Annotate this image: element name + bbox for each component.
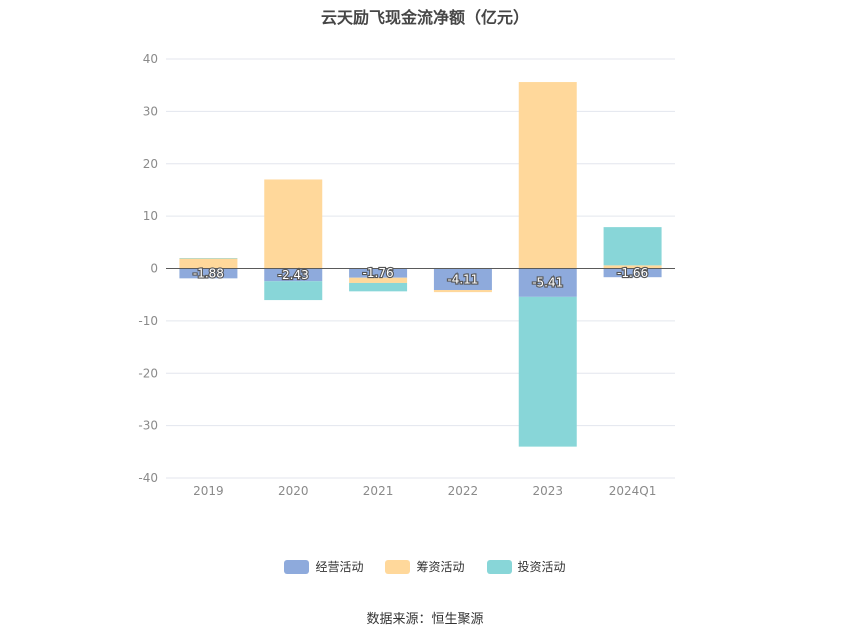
data-label: -2.43 (278, 268, 309, 282)
y-tick-label: -30 (138, 419, 158, 433)
legend-item-investing[interactable]: 投资活动 (486, 558, 566, 575)
x-tick-label: 2021 (363, 484, 394, 498)
axis-layer: 40 30 20 10 0 -10 -20 -30 -40 2019 2020 2021 2022 202… (138, 52, 675, 498)
x-tick-label: 2020 (278, 484, 309, 498)
bar-investing (518, 296, 577, 447)
grid-layer (166, 58, 675, 479)
y-tick-label: 0 (150, 262, 158, 276)
data-label: -5.41 (532, 276, 563, 290)
bar-investing (349, 282, 408, 292)
bar-layer (179, 82, 662, 447)
y-tick-label: 10 (143, 209, 158, 223)
bar-financing (433, 290, 492, 293)
bar-operating (518, 268, 577, 297)
bar-investing (264, 281, 323, 301)
legend-label: 筹资活动 (416, 560, 465, 574)
legend-label: 经营活动 (315, 560, 364, 574)
data-label: -1.76 (363, 266, 394, 280)
data-label-layer: -1.88 -2.43 -1.76 -4.11 -5.41 -1.66 (192, 265, 649, 291)
x-tick-label: 2019 (193, 484, 224, 498)
bar-financing (264, 179, 323, 269)
y-tick-label: 30 (143, 104, 158, 118)
bar-investing (603, 227, 662, 266)
y-tick-label: 40 (143, 52, 158, 66)
bar-operating (433, 268, 492, 291)
bar-operating (349, 268, 408, 278)
data-label: -1.66 (617, 266, 648, 280)
bar-financing (603, 265, 662, 269)
legend-swatch (385, 559, 411, 574)
data-label: -4.11 (447, 272, 478, 286)
y-tick-label: -40 (138, 471, 158, 485)
bar-financing (349, 277, 408, 283)
legend: 经营活动 筹资活动 投资活动 (0, 558, 850, 575)
bar-financing (518, 82, 577, 269)
legend-swatch (284, 559, 310, 574)
x-tick-label: 2024Q1 (609, 484, 657, 498)
legend-item-operating[interactable]: 经营活动 (284, 558, 363, 575)
bar-operating (264, 268, 323, 282)
x-tick-label: 2023 (532, 484, 563, 498)
y-tick-label: -10 (138, 314, 158, 328)
legend-label: 投资活动 (517, 560, 566, 574)
x-tick-label: 2022 (448, 484, 479, 498)
y-tick-label: -20 (138, 366, 158, 380)
bar-operating (603, 268, 662, 278)
chart-title: 云天励飞现金流净额（亿元） (320, 8, 529, 27)
data-source: 数据来源：恒生聚源 (366, 612, 484, 627)
data-label: -1.88 (193, 266, 224, 280)
bar-financing (179, 258, 238, 269)
legend-swatch (486, 559, 512, 574)
bar-investing (179, 258, 238, 259)
y-tick-label: 20 (143, 157, 158, 171)
legend-item-financing[interactable]: 筹资活动 (385, 558, 465, 575)
bar-operating (179, 268, 238, 279)
